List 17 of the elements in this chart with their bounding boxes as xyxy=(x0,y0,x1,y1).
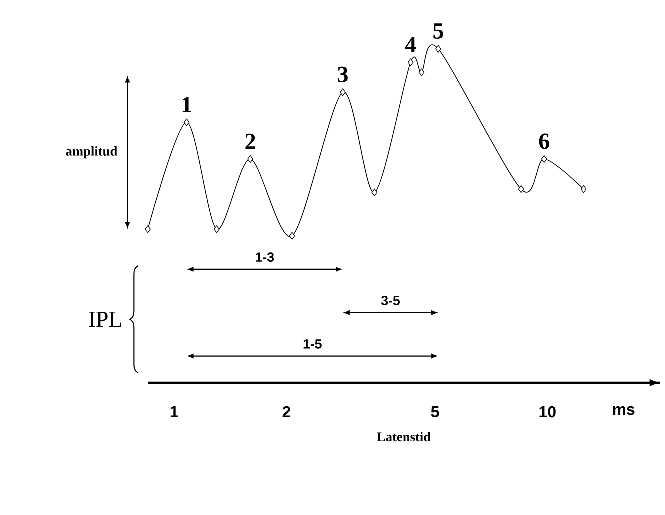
annotation: 1-3 xyxy=(256,252,274,262)
text: amplitud xyxy=(66,146,118,159)
text: ms xyxy=(613,406,635,416)
annotation: 3 xyxy=(338,66,348,82)
annotation: 4 xyxy=(405,37,416,52)
annotation: 2 xyxy=(246,134,256,150)
annotation: 3-5 xyxy=(381,296,400,306)
text: IPL xyxy=(89,312,122,328)
x-tick-label: 5 xyxy=(431,406,440,418)
x-axis-title: Latenstid xyxy=(377,432,431,442)
annotation: 6 xyxy=(539,134,550,150)
x-tick-label: 10 xyxy=(540,406,556,418)
annotation: 1-5 xyxy=(304,340,322,349)
x-tick-label: 1 xyxy=(170,406,178,418)
annotation: 1 xyxy=(182,97,192,112)
x-tick-label: 2 xyxy=(282,406,291,418)
annotation: 5 xyxy=(434,24,444,39)
